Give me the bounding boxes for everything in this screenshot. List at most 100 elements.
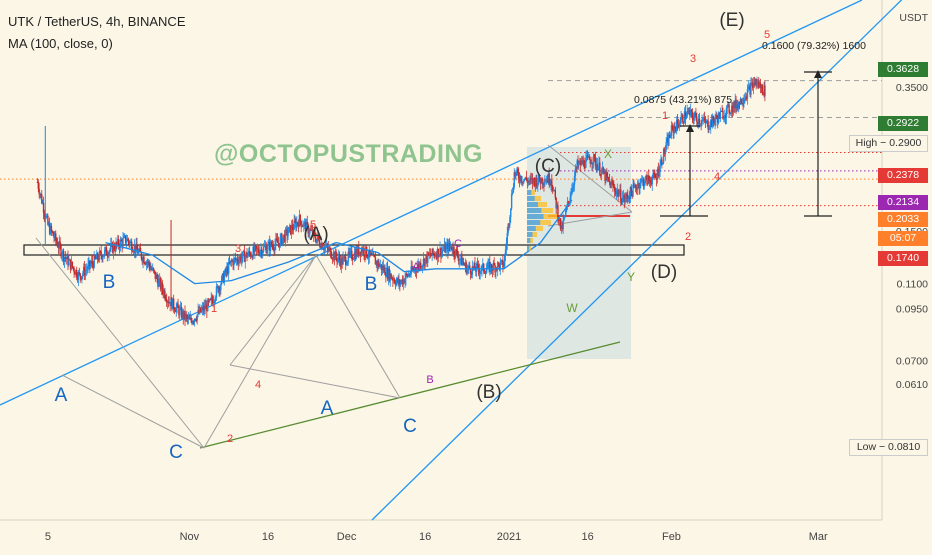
candle-body bbox=[367, 257, 370, 259]
candle-body bbox=[133, 245, 136, 252]
candle-body bbox=[590, 162, 592, 164]
candle-body bbox=[413, 269, 415, 271]
candle-body bbox=[348, 251, 350, 255]
candle-body bbox=[705, 120, 708, 124]
candle-body bbox=[635, 188, 638, 191]
candle-body bbox=[355, 249, 357, 259]
wave-label-blue: A bbox=[321, 398, 334, 419]
candle-body bbox=[737, 104, 739, 109]
candle-body bbox=[36, 181, 39, 183]
candle-body bbox=[615, 191, 618, 195]
candle-body bbox=[597, 167, 599, 171]
candle-body bbox=[232, 260, 234, 266]
candle-body bbox=[646, 175, 648, 185]
candle-body bbox=[741, 103, 743, 105]
candle-body bbox=[317, 235, 319, 240]
candle-body bbox=[398, 279, 400, 284]
volume-profile-bar bbox=[527, 238, 531, 243]
candle-body bbox=[669, 135, 672, 138]
candle-body bbox=[713, 120, 715, 124]
candle-body bbox=[545, 181, 547, 183]
candle-body bbox=[290, 225, 293, 235]
candle-body bbox=[613, 186, 616, 191]
candle-body bbox=[485, 269, 488, 274]
candle-body bbox=[54, 233, 56, 238]
candle-body bbox=[52, 231, 54, 236]
candle-body bbox=[237, 261, 239, 264]
candle-body bbox=[764, 85, 766, 97]
candle-body bbox=[475, 269, 477, 272]
candle-body bbox=[513, 172, 515, 187]
candle-body bbox=[243, 250, 246, 262]
candle-body bbox=[603, 171, 605, 174]
candle-body bbox=[607, 177, 610, 181]
candle-body bbox=[155, 275, 157, 279]
candle-body bbox=[479, 271, 481, 274]
candle-body bbox=[626, 194, 628, 196]
candle-body bbox=[332, 252, 335, 259]
candle-body bbox=[202, 306, 205, 312]
candle-body bbox=[172, 298, 175, 309]
candle-body bbox=[81, 275, 83, 280]
candle-body bbox=[324, 246, 326, 250]
candle-body bbox=[454, 254, 456, 257]
candle-body bbox=[227, 262, 230, 274]
candle-body bbox=[711, 115, 714, 127]
candle-body bbox=[130, 241, 132, 243]
candle-body bbox=[584, 166, 586, 168]
candle-body bbox=[736, 104, 738, 109]
candle-body bbox=[296, 222, 299, 224]
candle-body bbox=[223, 274, 226, 283]
candle-body bbox=[173, 308, 176, 311]
candle-body bbox=[179, 308, 181, 316]
candle-body bbox=[503, 265, 505, 268]
candle-body bbox=[300, 221, 302, 227]
candle-body bbox=[390, 273, 392, 279]
candle-body bbox=[409, 274, 412, 276]
candle-body bbox=[528, 181, 530, 183]
measurement-label: 0.0875 (43.21%) 875 bbox=[634, 94, 732, 106]
candle-body bbox=[724, 115, 726, 119]
candle-body bbox=[679, 122, 681, 125]
candle-body bbox=[186, 314, 188, 317]
candle-body bbox=[588, 155, 591, 160]
candle-body bbox=[403, 279, 405, 284]
volume-profile-bar bbox=[527, 196, 535, 201]
candle-body bbox=[617, 189, 619, 197]
candle-body bbox=[273, 248, 275, 251]
candle-body bbox=[62, 250, 64, 256]
candle-body bbox=[189, 317, 191, 320]
candle-body bbox=[551, 186, 554, 192]
candle-body bbox=[105, 247, 108, 255]
candle-body bbox=[313, 230, 315, 233]
candle-body bbox=[279, 237, 281, 247]
candle-body bbox=[538, 174, 540, 184]
candle-body bbox=[420, 263, 422, 269]
candle-body bbox=[465, 262, 467, 274]
candle-body bbox=[159, 278, 162, 289]
candle-body bbox=[89, 260, 91, 267]
candle-body bbox=[302, 225, 304, 227]
candle-body bbox=[356, 249, 358, 255]
candle-body bbox=[655, 177, 657, 179]
candle-body bbox=[358, 246, 360, 256]
candle-body bbox=[152, 268, 155, 271]
volume-profile-bar bbox=[527, 220, 541, 225]
candle-body bbox=[524, 179, 526, 181]
candle-body bbox=[596, 164, 598, 171]
candle-body bbox=[645, 175, 647, 178]
candle-body bbox=[152, 268, 154, 270]
candle-body bbox=[111, 242, 114, 253]
candle-body bbox=[464, 262, 467, 266]
moving-average-line bbox=[105, 199, 573, 285]
candle-body bbox=[750, 83, 752, 95]
candle-body bbox=[462, 262, 465, 264]
candle-body bbox=[347, 251, 350, 262]
candle-body bbox=[647, 175, 649, 185]
candle-body bbox=[468, 265, 470, 268]
candle-body bbox=[108, 251, 110, 257]
candle-body bbox=[694, 113, 696, 117]
candle-body bbox=[511, 192, 514, 194]
candle-body bbox=[432, 248, 434, 254]
candle-body bbox=[453, 246, 455, 255]
